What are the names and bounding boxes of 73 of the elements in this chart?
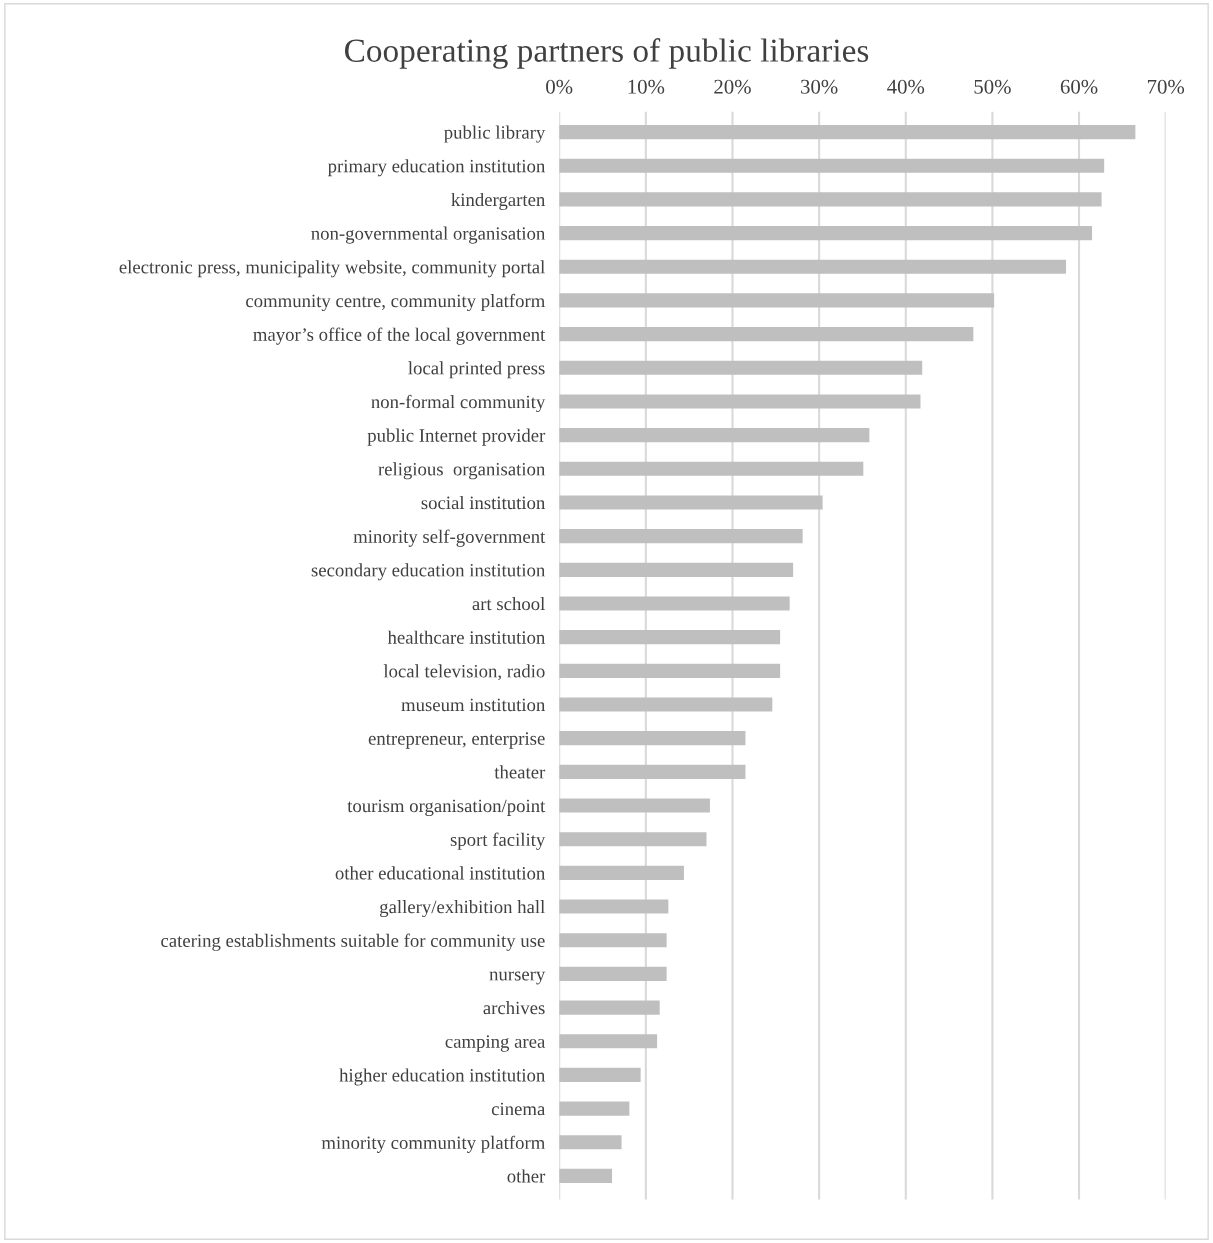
y-tick-label: electronic press, municipality website, community portal xyxy=(119,260,545,278)
y-tick-label: archives xyxy=(483,1001,545,1015)
bar xyxy=(559,899,669,914)
x-tick-label: 60% xyxy=(1060,79,1098,94)
bar xyxy=(559,596,790,611)
bar xyxy=(559,1101,630,1116)
y-tick-label: social institution xyxy=(421,495,546,510)
y-tick-label: catering establishments suitable for community use xyxy=(161,933,545,951)
bar xyxy=(559,461,864,476)
y-tick-label: museum institution xyxy=(401,698,546,712)
bar xyxy=(559,764,746,779)
x-tick-label: 30% xyxy=(801,79,838,94)
y-tick-label: art school xyxy=(472,596,545,611)
bar xyxy=(559,394,921,409)
y-tick-label: theater xyxy=(494,765,546,779)
bar xyxy=(559,360,923,375)
x-tick-label: 20% xyxy=(714,79,751,94)
y-tick-label: mayor’s office of the local government xyxy=(253,327,546,345)
y-tick-label: religious organisation xyxy=(378,462,546,480)
x-tick-label: 50% xyxy=(974,79,1011,94)
y-tick-label: kindergarten xyxy=(451,192,546,210)
y-tick-label: entrepreneur, enterprise xyxy=(368,732,545,749)
y-tick-label: public library xyxy=(444,125,546,143)
y-tick-label: camping area xyxy=(445,1035,546,1052)
chart-title: Cooperating partners of public libraries xyxy=(344,38,869,69)
bar xyxy=(559,125,1136,140)
bar xyxy=(559,832,707,847)
bar xyxy=(559,697,773,712)
x-tick-label: 10% xyxy=(628,79,665,94)
y-tick-label: community centre, community platform xyxy=(246,293,546,312)
bar xyxy=(559,798,710,813)
y-tick-label: non-formal community xyxy=(371,394,546,413)
y-tick-label: local printed press xyxy=(408,361,545,379)
bar xyxy=(559,259,1067,274)
y-tick-label: primary education institution xyxy=(327,159,546,177)
bar xyxy=(559,428,870,443)
y-tick-label: healthcare institution xyxy=(387,630,546,644)
bar xyxy=(559,327,974,342)
y-tick-label: public Internet provider xyxy=(367,428,546,446)
y-tick-label: minority self-government xyxy=(353,529,546,547)
y-tick-label: nursery xyxy=(489,971,546,985)
y-tick-label: minority community platform xyxy=(321,1135,546,1153)
y-tick-label: non-governmental organisation xyxy=(311,226,546,244)
bar xyxy=(559,158,1105,173)
y-tick-label: secondary education institution xyxy=(311,563,546,581)
bar xyxy=(559,663,781,678)
bar xyxy=(559,630,781,645)
bar xyxy=(559,1135,622,1150)
y-tick-label: cinema xyxy=(491,1102,546,1116)
bar xyxy=(559,1168,613,1183)
bar xyxy=(559,1034,658,1049)
bar xyxy=(559,933,667,948)
x-tick-label: 0% xyxy=(546,79,573,94)
bar xyxy=(559,1067,641,1082)
y-tick-label: other educational institution xyxy=(335,866,546,880)
x-tick-label: 40% xyxy=(887,79,925,94)
y-tick-label: higher education institution xyxy=(339,1068,546,1086)
bar xyxy=(559,293,995,308)
y-tick-label: gallery/exhibition hall xyxy=(380,900,545,918)
x-tick-label: 70% xyxy=(1147,79,1185,94)
bar xyxy=(559,529,803,544)
y-tick-label: sport facility xyxy=(450,832,546,850)
bar xyxy=(559,865,684,880)
y-tick-label: other xyxy=(507,1169,546,1183)
y-tick-label: tourism organisation/point xyxy=(347,799,546,817)
bar xyxy=(559,731,746,746)
bar xyxy=(559,495,823,510)
y-tick-label: local television, radio xyxy=(383,664,545,681)
bar xyxy=(559,192,1102,207)
bar xyxy=(559,226,1093,241)
bar xyxy=(559,1000,660,1015)
bar xyxy=(559,562,794,577)
bar xyxy=(559,966,667,981)
